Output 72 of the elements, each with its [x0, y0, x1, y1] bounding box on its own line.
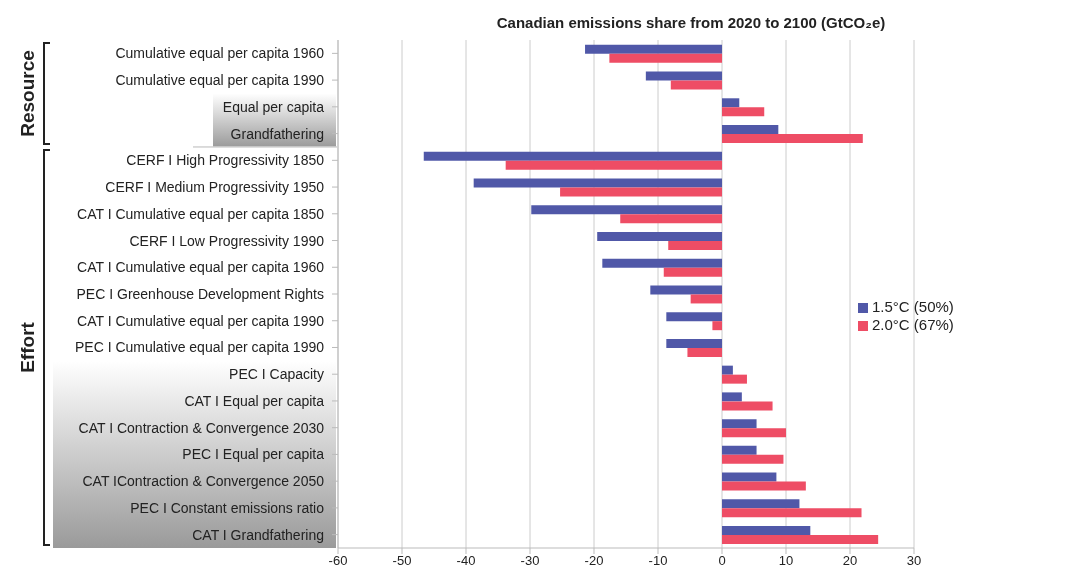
legend-label: 2.0°C (67%): [872, 316, 954, 333]
legend-label: 1.5°C (50%): [872, 298, 954, 315]
bar: [722, 535, 879, 545]
bar: [531, 205, 722, 215]
bar: [722, 107, 765, 117]
bar: [722, 481, 806, 491]
bar: [602, 258, 722, 268]
y-tick-label: CERF I Medium Progressivity 1950: [105, 179, 325, 196]
y-tick-label: CAT I Equal per capita: [184, 392, 325, 409]
x-tick-label: -60: [328, 553, 348, 569]
x-tick-label: 20: [842, 553, 858, 569]
y-tick-label: PEC I Constant emissions ratio: [130, 499, 325, 516]
x-tick-label: 10: [778, 553, 794, 569]
y-tick-label: PEC I Capacity: [229, 366, 324, 383]
y-tick-label: CAT I Cumulative equal per capita 1990: [77, 312, 325, 329]
bar: [670, 80, 722, 90]
bar: [722, 445, 757, 455]
y-tick-label: PEC I Equal per capita: [182, 446, 325, 463]
bar: [585, 44, 722, 54]
bar: [473, 178, 722, 188]
bar: [690, 294, 722, 304]
y-tick-label: CAT I Cumulative equal per capita 1850: [77, 205, 325, 222]
text: Effort: [17, 321, 38, 373]
y-tick-label: Equal per capita: [222, 98, 325, 115]
bar: [505, 160, 722, 170]
y-tick-label: Cumulative equal per capita 1990: [115, 72, 325, 89]
bar: [620, 214, 722, 224]
bar: [597, 231, 722, 241]
bar: [722, 472, 777, 482]
bar: [666, 312, 722, 322]
bar: [722, 508, 862, 518]
bar: [645, 71, 722, 81]
bar: [722, 392, 742, 402]
y-tick-label: CERF I High Progressivity 1850: [126, 152, 325, 169]
y-tick-label: Grandfathering: [230, 125, 324, 142]
x-tick-label: -40: [456, 553, 476, 569]
text: Resource: [17, 50, 38, 137]
bar: [712, 321, 722, 331]
y-tick-label: PEC I Greenhouse Development Rights: [76, 286, 324, 302]
bar: [722, 428, 786, 438]
bar: [722, 374, 747, 384]
bar: [666, 338, 722, 348]
bar: [609, 53, 722, 63]
x-tick-label: -20: [584, 553, 604, 569]
x-tick-label: -10: [648, 553, 668, 569]
bar: [668, 240, 722, 250]
bar: [722, 134, 863, 144]
bar: [722, 454, 784, 464]
bar: [722, 98, 740, 108]
bar: [650, 285, 722, 295]
y-tick-label: CERF I Low Progressivity 1990: [129, 232, 325, 249]
bar: [722, 125, 779, 135]
bar: [423, 151, 722, 161]
bar: [722, 401, 773, 411]
bar: [722, 526, 811, 536]
chart-title: Canadian emissions share from 2020 to 2100 (GtCO₂e): [495, 14, 887, 31]
x-tick-label: 0: [718, 553, 726, 569]
bar: [722, 419, 757, 429]
x-tick-label: -30: [520, 553, 540, 569]
x-tick-label: 30: [906, 553, 922, 569]
bar: [722, 365, 733, 375]
y-tick-label: CAT I Grandfathering: [192, 526, 324, 543]
bar: [722, 499, 800, 509]
bar: [687, 347, 722, 357]
y-tick-label: CAT IContraction & Convergence 2050: [82, 473, 325, 490]
y-tick-label: CAT I Cumulative equal per capita 1960: [77, 259, 325, 276]
y-tick-label: PEC I Cumulative equal per capita 1990: [74, 339, 325, 356]
x-tick-label: -50: [392, 553, 412, 569]
y-tick-label: Cumulative equal per capita 1960: [115, 45, 325, 62]
bar: [560, 187, 722, 197]
y-tick-label: CAT I Contraction & Convergence 2030: [78, 419, 325, 436]
bar: [663, 267, 722, 277]
